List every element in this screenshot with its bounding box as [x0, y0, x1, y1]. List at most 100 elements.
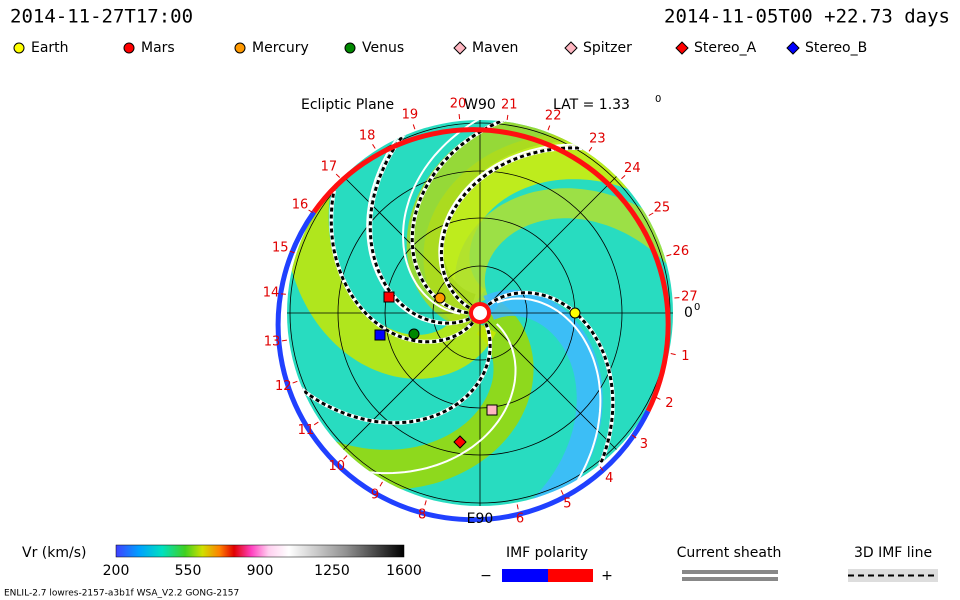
- colorbar-label: Vr (km/s): [22, 545, 86, 561]
- speed-band: [427, 289, 603, 506]
- rim-tick: [670, 353, 676, 356]
- radial-line: [343, 319, 474, 450]
- lat-sup: 0: [655, 94, 661, 105]
- body: [383, 291, 395, 303]
- rim-number: 18: [359, 128, 376, 143]
- rim-number: 19: [402, 108, 419, 123]
- rim-number: 24: [624, 161, 641, 176]
- legend: Earth Mars Mercury Venus Maven Spitzer Stereo_…: [13, 40, 867, 56]
- rim-number: 22: [545, 109, 562, 124]
- rim-number: 26: [673, 244, 690, 259]
- imf-line: [410, 120, 648, 315]
- rim-tick: [516, 504, 519, 510]
- rim-tick: [631, 434, 637, 439]
- rim-tick: [648, 212, 654, 216]
- rim-number: 2: [665, 396, 673, 411]
- colorbar-tick: 550: [175, 563, 202, 579]
- rim-red: [311, 127, 671, 413]
- rim-tick: [372, 144, 376, 149]
- legend-label: Stereo_A: [694, 40, 757, 56]
- radial-line: [343, 176, 474, 307]
- colorbar-tick: 1250: [314, 563, 350, 579]
- rim-number: 4: [605, 471, 613, 486]
- rim-tick: [506, 114, 509, 120]
- sheath-line: [682, 577, 778, 581]
- sheath-line: [682, 570, 778, 574]
- rim-number: 25: [654, 201, 671, 216]
- bottom-label: E90: [467, 511, 494, 527]
- speed-band: [454, 188, 673, 366]
- rim-tick: [313, 421, 319, 426]
- rim-tick: [621, 174, 626, 180]
- marker: [344, 42, 356, 54]
- plot-title: Ecliptic Plane: [301, 97, 394, 113]
- imf-line-title: 3D IMF line: [854, 545, 932, 561]
- rim-tick: [599, 466, 604, 471]
- rim-number: 16: [292, 197, 309, 212]
- radial-line: [486, 176, 617, 307]
- rim-tick: [412, 124, 416, 130]
- marker: [234, 42, 246, 54]
- legend-label: Maven: [472, 40, 518, 56]
- colorbar: [115, 544, 405, 558]
- rim-tick: [547, 125, 551, 131]
- colorbar-tick: 1600: [386, 563, 422, 579]
- rim-number: 20: [450, 97, 467, 112]
- legend-label: Spitzer: [583, 40, 632, 56]
- marker: [453, 41, 467, 55]
- legend-label: Earth: [31, 40, 69, 56]
- rim-number: 10: [329, 459, 346, 474]
- time-left: 2014-11-27T17:00: [10, 6, 193, 28]
- rim-blue: [275, 210, 651, 523]
- marker: [453, 435, 467, 449]
- rim-number: 27: [681, 289, 698, 304]
- rim-number: 3: [640, 437, 648, 452]
- marker: [13, 42, 25, 54]
- imf-line: [368, 120, 528, 325]
- rim-number: 15: [272, 241, 289, 256]
- rim-tick: [560, 490, 564, 496]
- rim-tick: [379, 481, 383, 487]
- rim-tick: [666, 254, 672, 257]
- rim-tick: [335, 173, 341, 178]
- colorbar-tick: 900: [247, 563, 274, 579]
- velocity-disc: [275, 120, 673, 523]
- sheath-title: Current sheath: [677, 545, 782, 561]
- rim-number: 1: [681, 349, 689, 364]
- rim-tick: [281, 339, 287, 342]
- body: [374, 329, 386, 341]
- angle-sup: 0: [694, 302, 700, 313]
- imf-minus: −: [480, 568, 492, 584]
- current-sheath: [401, 120, 628, 315]
- time-right: 2014-11-05T00 +22.73 days: [664, 6, 950, 28]
- imf-pos: [548, 569, 593, 582]
- colorbar-ticks: 200 550 900 1250 1600: [103, 563, 422, 579]
- rim-number: 14: [263, 285, 280, 300]
- angle-label: 0: [684, 305, 693, 321]
- marker: [786, 41, 800, 55]
- marker: [408, 328, 420, 340]
- colorbar-tick: 200: [103, 563, 130, 579]
- top-label: W90: [464, 97, 496, 113]
- rim-tick: [424, 500, 427, 506]
- marker: [564, 41, 578, 55]
- rim-number: 8: [418, 507, 426, 522]
- lat-label: LAT = 1.33: [553, 97, 630, 113]
- imf-neg: [502, 569, 548, 582]
- rim-tick: [343, 455, 348, 460]
- marker: [675, 41, 689, 55]
- rim-tick: [292, 380, 298, 384]
- rim-number: 17: [321, 160, 338, 175]
- marker: [569, 307, 581, 319]
- imf-plus: +: [601, 568, 613, 584]
- rim-number: 6: [516, 512, 524, 527]
- rim-number: 9: [371, 487, 379, 502]
- footer: ENLIL-2.7 lowres-2157-a3b1f WSA_V2.2 GON…: [4, 589, 239, 599]
- body: [486, 404, 498, 416]
- rim-tick: [289, 250, 295, 254]
- marker: [123, 42, 135, 54]
- rim-number: 5: [563, 496, 571, 511]
- rim-tick: [655, 396, 661, 400]
